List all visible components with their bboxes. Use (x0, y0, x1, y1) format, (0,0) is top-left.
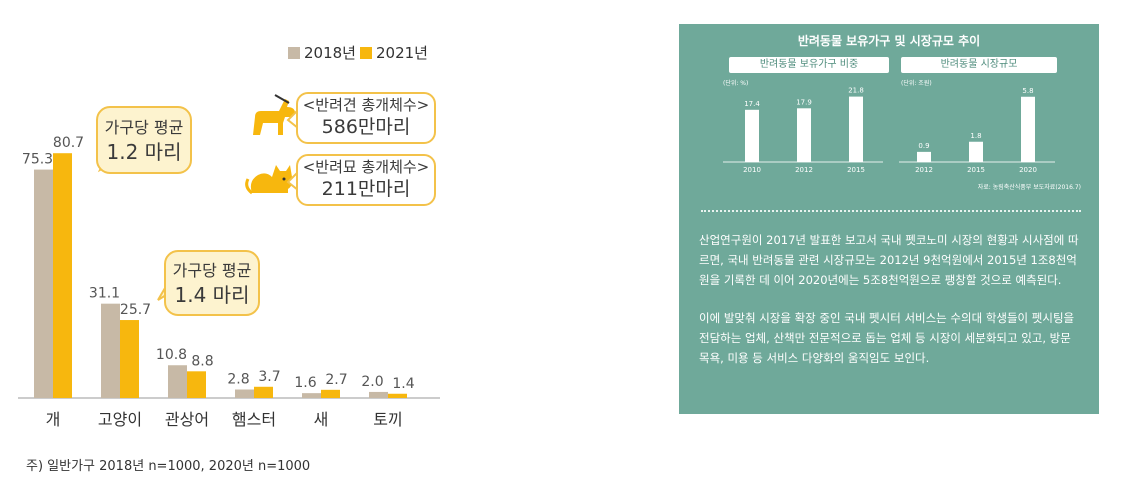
bar-2021년-햄스터 (254, 386, 273, 398)
panel-bar-market-2012 (917, 151, 931, 162)
dog-icon (253, 94, 295, 135)
panel-value-market-2015: 1.8 (970, 132, 981, 140)
bar-chart-svg: 2018년 2021년 75.380.7 31.125.7 10.8 8.8 2.8 3.… (18, 44, 440, 429)
dog-total-text: <반려견 총개체수> 586만마리 (296, 95, 436, 139)
value-label-2018년-새: 1.6 (294, 375, 316, 391)
subchart-title-ownership: 반려동물 보유가구 비중 (729, 57, 889, 73)
dog-total-box (296, 92, 436, 144)
panel-category-ownership-2015: 2015 (847, 166, 865, 174)
bar-2018년-관상어 (168, 365, 187, 398)
dog-total-label: <반려견 총개체수> (302, 96, 430, 114)
cat-total-value: 211만마리 (321, 178, 411, 200)
bar-2018년-토끼 (369, 391, 388, 398)
value-label-2021년-고양이: 25.7 (120, 302, 151, 318)
dog-total-value: 586만마리 (321, 116, 411, 138)
bar-2018년-고양이 (101, 303, 120, 398)
panel-value-market-2020: 5.8 (1022, 87, 1033, 95)
callout-dog-line2: 1.2 마리 (106, 140, 182, 164)
panel-title: 반려동물 보유가구 및 시장규모 추이 (797, 34, 981, 48)
legend-label-2018: 2018년 (304, 44, 356, 62)
subchart-title-market: 반려동물 시장규모 (901, 57, 1057, 73)
panel-bar-ownership-2012 (797, 108, 811, 162)
panel-value-ownership-2015: 21.8 (848, 87, 864, 95)
callout-dog-line1: 가구당 평균 (104, 118, 184, 137)
panel-category-market-2015: 2015 (967, 166, 985, 174)
panel-bar-market-2015 (969, 141, 983, 162)
category-label-관상어: 관상어 (165, 410, 209, 429)
category-label-개: 개 (46, 410, 61, 429)
category-label-햄스터: 햄스터 (232, 410, 276, 429)
value-label-2018년-관상어: 10.8 (156, 347, 187, 363)
callout-cat-line1: 가구당 평균 (172, 261, 252, 280)
bar-2021년-관상어 (187, 371, 206, 398)
bar-2021년-새 (321, 389, 340, 398)
cat-icon (245, 165, 293, 195)
callout-dog-average: 가구당 평균 1.2 마리 (96, 106, 192, 174)
info-panel: 반려동물 보유가구 및 시장규모 추이 반려동물 보유가구 비중 반려동물 시장… (679, 24, 1099, 414)
footnote: 주) 일반가구 2018년 n=1000, 2020년 n=1000 (26, 459, 311, 474)
bar-2021년-토끼 (388, 393, 407, 398)
panel-body: 산업연구원이 2017년 발표한 보고서 국내 펫코노미 시장의 현황과 시사점… (699, 230, 1083, 386)
legend-swatch-2018 (288, 47, 300, 59)
value-label-2018년-고양이: 31.1 (89, 286, 120, 302)
legend-label-2021: 2021년 (376, 44, 428, 62)
value-label-2021년-개: 80.7 (53, 135, 84, 151)
unit-ownership: (단위: %) (723, 79, 748, 87)
panel-value-market-2012: 0.9 (918, 142, 929, 150)
category-label-새: 새 (314, 410, 329, 429)
bar-2018년-새 (302, 393, 321, 398)
value-label-2021년-토끼: 1.4 (392, 376, 414, 392)
source-note: 자료: 농림축산식품부 보도자료(2016.7) (977, 184, 1081, 191)
cat-total-text: <반려묘 총개체수> 211만마리 (296, 157, 436, 201)
panel-paragraph-1: 산업연구원이 2017년 발표한 보고서 국내 펫코노미 시장의 현황과 시사점… (699, 233, 1079, 287)
bar-2021년-고양이 (120, 320, 139, 398)
panel-category-ownership-2012: 2012 (795, 166, 813, 174)
panel-bar-ownership-2010 (745, 109, 759, 162)
panel-value-ownership-2010: 17.4 (744, 100, 760, 108)
panel-value-ownership-2012: 17.9 (796, 98, 812, 106)
legend-swatch-2021 (360, 47, 372, 59)
value-label-2018년-개: 75.3 (22, 152, 53, 168)
bar-2021년-개 (53, 153, 72, 398)
dotted-divider (701, 210, 1081, 212)
cat-total-box (296, 154, 436, 206)
bar-2018년-개 (34, 169, 53, 398)
panel-paragraph-2: 이에 발맞춰 시장을 확장 중인 국내 펫시터 서비스는 수의대 학생들이 펫시… (699, 311, 1075, 365)
pet-ownership-chart: 2018년 2021년 75.3 80.7 31.1 25.7 10.8 8.8 2.8 3.… (18, 44, 440, 474)
value-label-2021년-햄스터: 3.7 (258, 369, 280, 385)
panel-charts-svg: (단위: %) (단위: 조원) 17.4 2010 17.9 2012 21.8 201… (723, 79, 1055, 174)
unit-market: (단위: 조원) (901, 79, 932, 87)
category-label-고양이: 고양이 (98, 410, 142, 429)
legend: 2018년 2021년 (288, 44, 428, 62)
panel-category-market-2012: 2012 (915, 166, 933, 174)
panel-category-ownership-2010: 2010 (743, 166, 761, 174)
value-label-2021년-새: 2.7 (325, 372, 347, 388)
callout-cat-average: 가구당 평균 1.4 마리 (164, 250, 260, 316)
panel-bar-market-2020 (1021, 96, 1035, 162)
value-label-2018년-햄스터: 2.8 (227, 372, 249, 388)
cat-total-label: <반려묘 총개체수> (302, 158, 430, 176)
panel-category-market-2020: 2020 (1019, 166, 1037, 174)
panel-bar-ownership-2015 (849, 96, 863, 162)
callout-cat-line2: 1.4 마리 (174, 283, 250, 307)
category-label-토끼: 토끼 (373, 410, 402, 429)
bar-2018년-햄스터 (235, 389, 254, 398)
value-label-2018년-토끼: 2.0 (361, 374, 383, 390)
value-label-2021년-관상어: 8.8 (191, 353, 213, 369)
